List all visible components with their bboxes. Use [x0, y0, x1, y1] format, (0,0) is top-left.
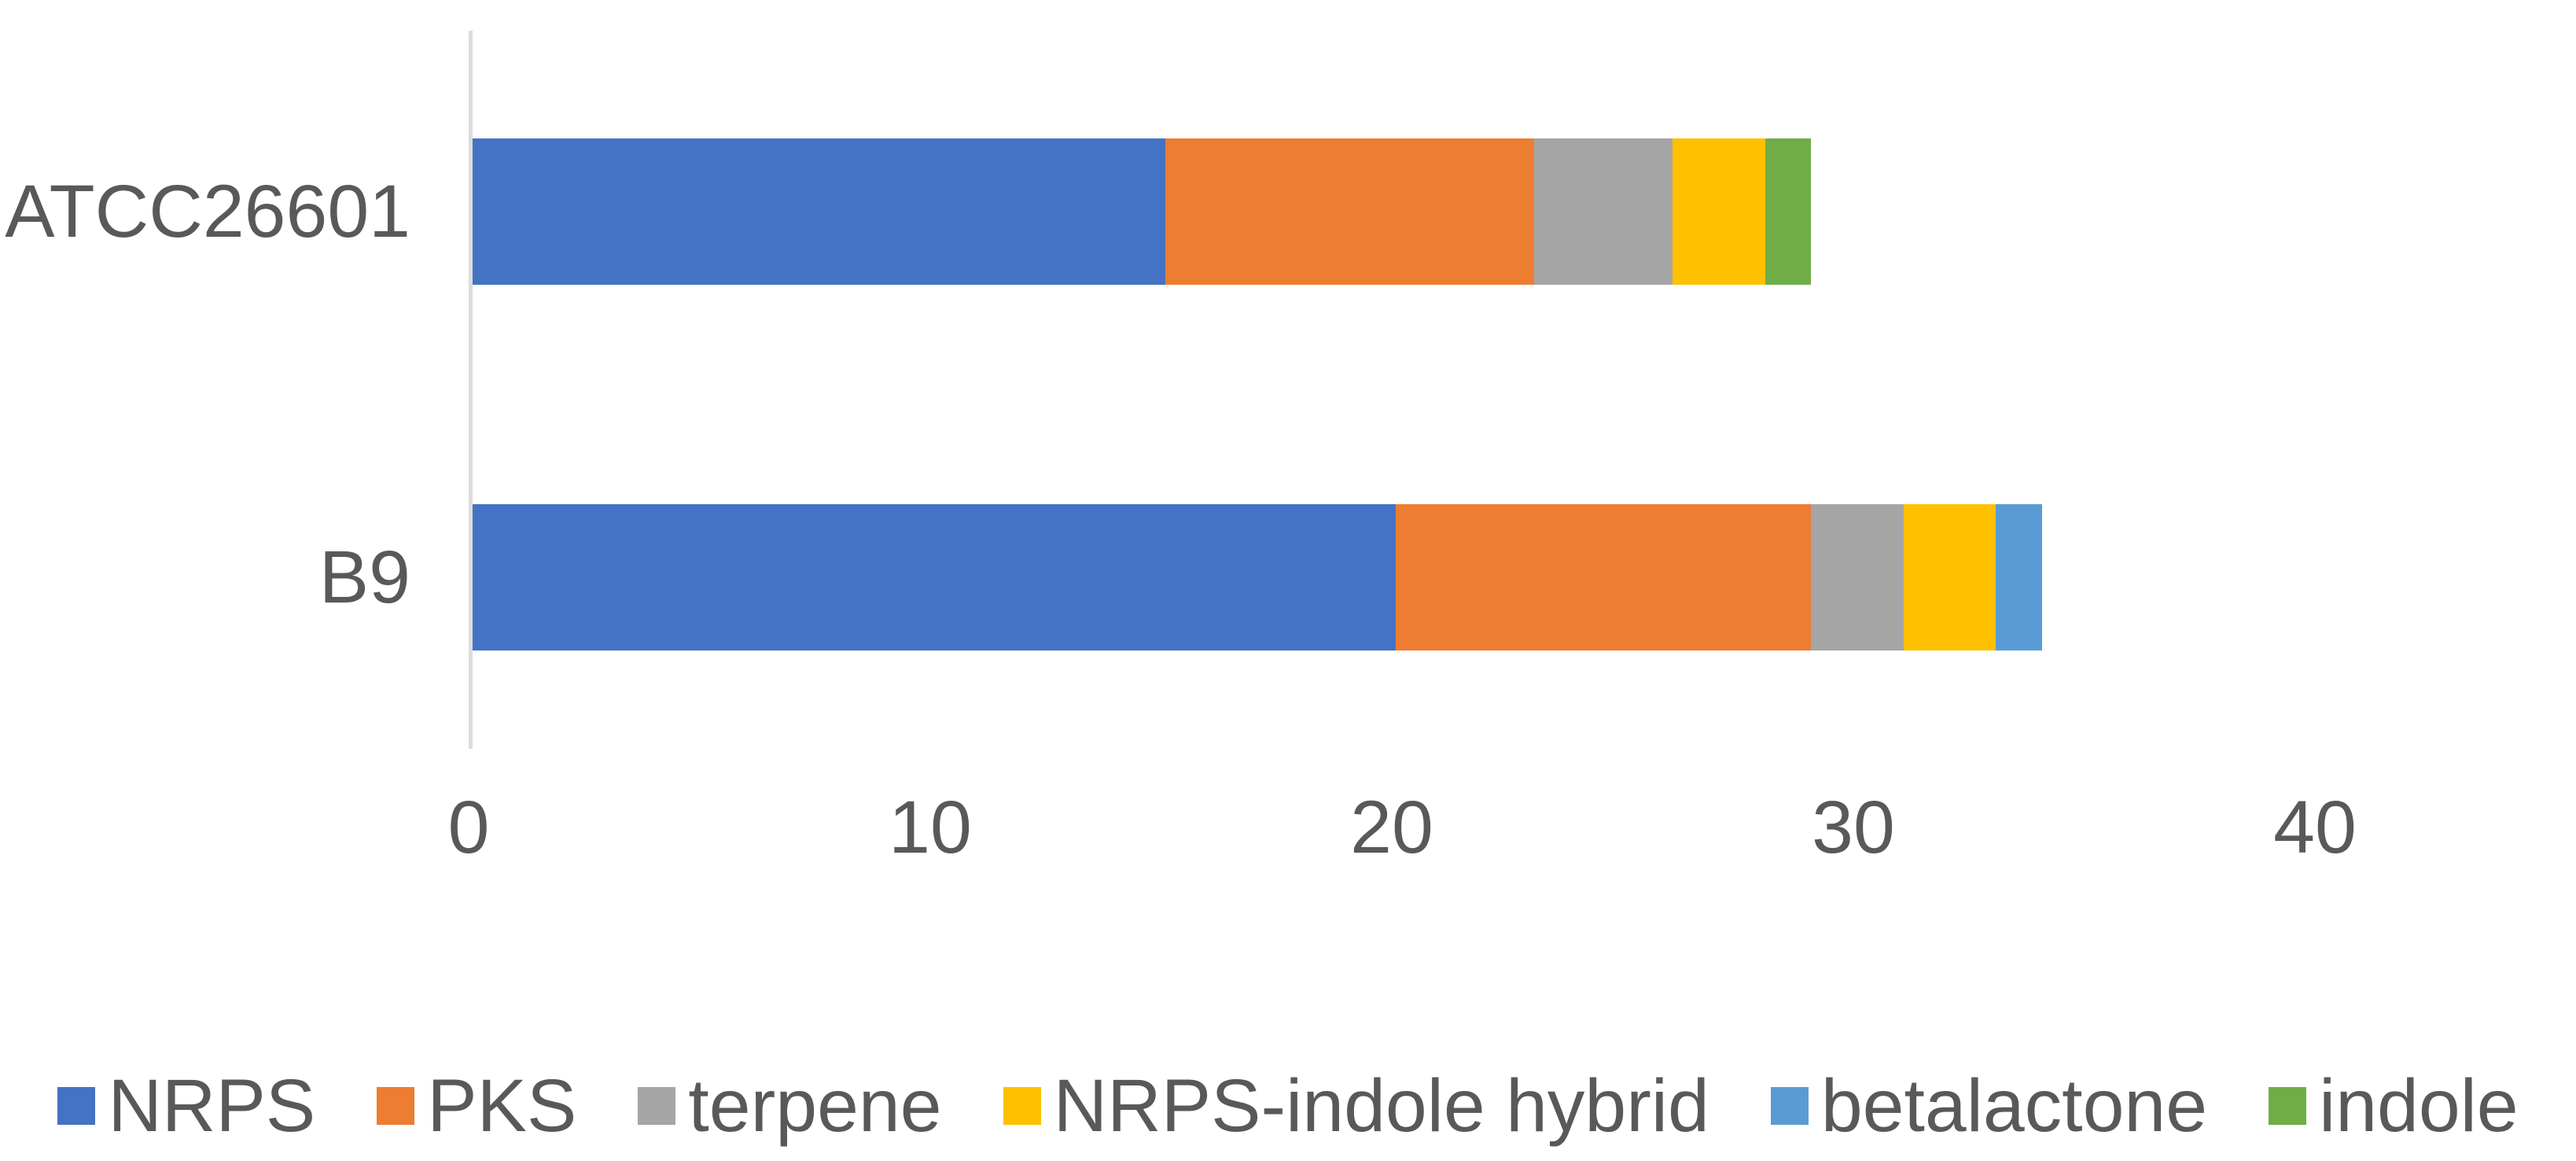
bar-segment-terpene-atcc26601: [1534, 138, 1673, 285]
bar-atcc26601: [473, 138, 1812, 285]
legend-swatch-nrps: [57, 1087, 96, 1125]
x-axis-tick-40: 40: [2273, 786, 2357, 869]
bar-segment-nrps-indole-hybrid-b9: [1903, 504, 1996, 651]
x-axis-tick-30: 30: [1812, 786, 1895, 869]
legend-label-nrps: NRPS: [108, 1064, 316, 1148]
bar-segment-nrps-atcc26601: [473, 138, 1165, 285]
bar-segment-betalactone-b9: [1996, 504, 2042, 651]
legend-label-pks: PKS: [427, 1064, 577, 1148]
legend-item-nrps: NRPS: [57, 1067, 315, 1145]
bar-segment-pks-atcc26601: [1165, 138, 1535, 285]
x-axis-tick-0: 0: [447, 786, 490, 869]
bar-segment-nrps-indole-hybrid-atcc26601: [1673, 138, 1765, 285]
bar-segment-pks-b9: [1396, 504, 1812, 651]
bar-segment-terpene-b9: [1811, 504, 1904, 651]
legend-swatch-pks: [377, 1087, 415, 1125]
legend-swatch-indole: [2269, 1087, 2307, 1125]
bar-segment-nrps-b9: [473, 504, 1396, 651]
legend-item-terpene: terpene: [638, 1064, 942, 1148]
legend-item-pks: PKS: [377, 1067, 576, 1145]
bar-b9: [473, 504, 2042, 651]
y-axis-line: [469, 31, 473, 749]
category-label-b9: B9: [318, 536, 410, 619]
legend-label-terpene: terpene: [688, 1064, 942, 1148]
legend-label-nrps-indole-hybrid: NRPS-indole hybrid: [1053, 1064, 1709, 1148]
legend-item-betalactone: betalactone: [1770, 1064, 2208, 1148]
x-axis-tick-10: 10: [889, 786, 972, 869]
bar-segment-indole-atcc26601: [1765, 138, 1812, 285]
category-label-atcc26601: ATCC26601: [5, 170, 410, 253]
legend-swatch-betalactone: [1770, 1087, 1809, 1125]
x-axis-tick-20: 20: [1350, 786, 1433, 869]
legend-swatch-nrps-indole-hybrid: [1003, 1087, 1041, 1125]
legend: NRPS PKS terpene NRPS-indole hybrid betalact…: [0, 1067, 2576, 1145]
legend-item-indole: indole: [2269, 1067, 2519, 1145]
legend-label-betalactone: betalactone: [1820, 1064, 2208, 1148]
legend-label-indole: indole: [2319, 1064, 2519, 1148]
legend-swatch-terpene: [638, 1087, 676, 1125]
legend-item-nrps-indole-hybrid: NRPS-indole hybrid: [1003, 1067, 1709, 1145]
